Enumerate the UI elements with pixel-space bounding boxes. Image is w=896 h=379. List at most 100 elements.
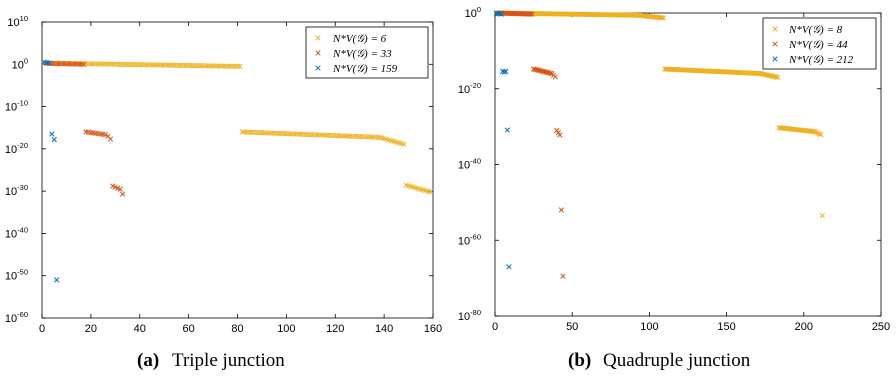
- panel-a-point: [205, 63, 211, 69]
- panel-b-y-tick: 10-20: [458, 81, 881, 96]
- panel-a-point: [171, 62, 177, 68]
- panel-b-x-tick-label: 150: [717, 321, 735, 333]
- panel-b-point: [506, 264, 512, 270]
- panel-a-point: [144, 62, 150, 68]
- panel-b-x-tick-label: 250: [872, 321, 890, 333]
- panel-b-legend-entry-1: N*V(𝒢) = 8: [788, 24, 843, 36]
- panel-a-point: [119, 191, 126, 197]
- panel-a-point: [51, 136, 57, 143]
- panel-b-point: [810, 128, 816, 135]
- panel-a-point: [105, 61, 111, 67]
- panel-b-point: [503, 68, 509, 74]
- panel-b-point: [501, 69, 507, 75]
- panel-b-x-tick: 200: [795, 13, 813, 333]
- panel-a-point: [176, 62, 182, 68]
- panel-b-point: [538, 68, 544, 74]
- panel-b-point: [529, 11, 535, 17]
- panel-a-caption: (a) Triple junction: [137, 350, 285, 371]
- panel-b-y-tick: 10-60: [458, 232, 881, 247]
- panel-a-point: [232, 63, 238, 69]
- panel-a-point: [237, 63, 243, 70]
- panel-b-plot: 0 50 100 150 200 250 100 10-20 10-40 10-60 10-80 N…: [458, 5, 890, 371]
- panel-a-point: [234, 63, 241, 70]
- panel-a-series-2: [44, 60, 126, 197]
- panel-a-point: [151, 62, 158, 68]
- panel-a-point: [88, 61, 94, 67]
- panel-b-point: [555, 130, 561, 136]
- panel-b-point: [530, 66, 537, 72]
- panel-b-point: [773, 74, 779, 80]
- panel-a-y-tick-label: 10-40: [5, 225, 28, 240]
- panel-a-point: [207, 63, 214, 69]
- panel-a-point: [178, 62, 184, 69]
- panel-b-point: [496, 11, 503, 17]
- panel-b-point: [534, 67, 540, 73]
- panel-a-point: [85, 61, 92, 67]
- panel-b-point: [660, 15, 666, 21]
- panel-b-legend-marker-1: [772, 26, 778, 32]
- panel-a-point: [80, 61, 87, 67]
- panel-a-legend-marker-1: [315, 35, 321, 41]
- panel-a-point: [161, 62, 167, 68]
- panel-b-legend-marker-2: [772, 41, 778, 47]
- panel-a-point: [149, 62, 155, 68]
- panel-a-point: [97, 61, 104, 67]
- panel-b-x-tick-label: 0: [492, 321, 498, 333]
- panel-a-y-tick: 10-40: [5, 225, 433, 240]
- panel-a-y-tick: 10-50: [5, 268, 433, 283]
- panel-a-y-tick-label: 10-30: [5, 183, 28, 198]
- panel-a-point: [110, 61, 116, 67]
- panel-a-y-tick: 10-10: [5, 99, 433, 114]
- panel-a-y-tick: 10-60: [5, 310, 433, 325]
- panel-a-y-tick: 10-20: [5, 141, 433, 156]
- panel-b-point: [537, 67, 543, 74]
- panel-a-point: [427, 189, 434, 195]
- panel-a-x-tick-label: 140: [375, 323, 393, 335]
- panel-a-point: [200, 63, 206, 69]
- panel-a-x-tick: 160: [424, 22, 442, 335]
- panel-b-legend-box: [762, 17, 877, 70]
- panel-b-y-tick-label: 10-20: [458, 81, 481, 96]
- panel-b-point: [535, 67, 541, 73]
- panel-b-point: [543, 69, 549, 75]
- panel-a-legend-entry-1: N*V(𝒢) = 6: [332, 33, 387, 45]
- panel-a-marks: [41, 59, 434, 283]
- panel-b-x-tick-label: 50: [566, 321, 578, 333]
- panel-a-point: [102, 61, 109, 67]
- panel-b-point: [819, 212, 825, 219]
- panel-a-point: [90, 61, 96, 67]
- panel-a-point: [156, 62, 162, 68]
- panel-a-point: [229, 63, 236, 69]
- panel-a-legend-entry-2: N*V(𝒢) = 33: [332, 48, 392, 60]
- panel-a-point: [124, 61, 131, 68]
- panel-b-point: [659, 15, 665, 21]
- panel-a-x-tick-label: 0: [39, 323, 45, 335]
- panel-a-caption-letter: (a): [137, 350, 159, 371]
- panel-a-point: [215, 63, 221, 69]
- panel-a-point: [95, 61, 101, 67]
- panel-a-point: [117, 61, 123, 67]
- panel-b-x-tick: 100: [640, 13, 659, 333]
- panel-a-x-tick-label: 40: [134, 323, 146, 335]
- panel-a-y-tick-label: 10-50: [5, 268, 28, 283]
- panel-a-point: [102, 131, 109, 138]
- panel-b-y-tick: 10-80: [458, 308, 881, 323]
- panel-b-x-tick: 250: [872, 13, 890, 333]
- panel-a-point: [129, 61, 136, 68]
- panel-a-point: [134, 61, 140, 68]
- panel-a-x-tick: 120: [326, 22, 344, 335]
- panel-b-series-3: [493, 10, 512, 270]
- panel-b-point: [552, 74, 558, 80]
- panel-b-y-tick-label: 10-60: [458, 232, 481, 247]
- panel-a-point: [122, 61, 128, 68]
- panel-b-point: [558, 207, 565, 213]
- panel-b-point: [541, 69, 548, 75]
- panel-b-point: [547, 70, 554, 76]
- panel-a-point: [220, 63, 226, 69]
- panel-a-point: [401, 141, 407, 147]
- panel-a-point: [107, 61, 114, 67]
- panel-a-y-tick: 10-30: [5, 183, 433, 198]
- panel-a-point: [225, 63, 231, 69]
- panel-a-point: [193, 62, 199, 69]
- panel-a-point: [100, 61, 106, 67]
